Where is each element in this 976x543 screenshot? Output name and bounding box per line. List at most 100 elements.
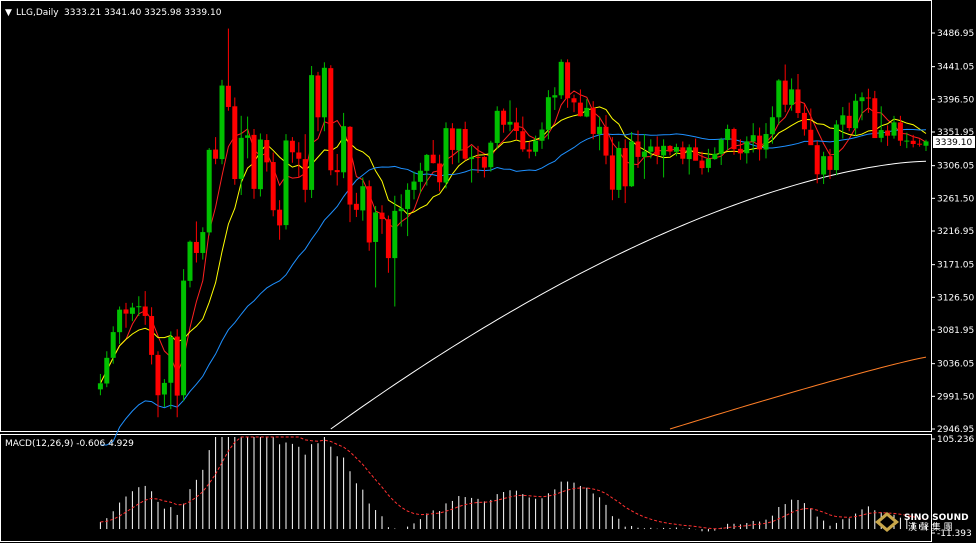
candle (629, 131, 635, 187)
candle (705, 148, 711, 173)
price-tick-label: 3396.50 (937, 95, 974, 105)
candle (353, 192, 359, 218)
candle (801, 104, 807, 136)
candle (782, 64, 788, 113)
candle (187, 240, 193, 288)
candle (129, 302, 135, 322)
candle (904, 132, 910, 149)
candle (200, 227, 206, 260)
candle (219, 79, 225, 165)
price-tick-label: 3486.95 (937, 29, 974, 39)
price-tick-label: 2946.95 (937, 425, 974, 435)
macd-histogram (99, 436, 927, 532)
candle (552, 87, 558, 110)
candle (513, 107, 519, 141)
candle (379, 205, 385, 234)
current-price-label: 3339.10 (935, 138, 972, 148)
candle (296, 142, 302, 178)
candle (897, 115, 903, 146)
candle (417, 162, 423, 193)
menu-glyph[interactable]: ▼ (5, 8, 12, 18)
price-tick: 2946.95 (931, 425, 974, 435)
candle (731, 127, 737, 155)
price-tick-label: 3261.50 (937, 194, 974, 204)
candle (622, 139, 628, 204)
candle (149, 307, 155, 365)
candle (481, 156, 487, 178)
candle (360, 177, 366, 221)
candle (763, 123, 769, 159)
candle (398, 194, 404, 227)
candle (270, 152, 276, 217)
price-tick: 3306.05 (931, 162, 974, 172)
candle (405, 183, 411, 237)
candle (238, 115, 244, 196)
candle (424, 153, 430, 186)
candle (283, 134, 289, 230)
price-tick-label: 2991.50 (937, 392, 974, 402)
candle (213, 137, 219, 165)
candle (725, 124, 731, 151)
candle (789, 78, 795, 111)
candle (437, 154, 443, 192)
symbol-label: LLG,Daily (16, 8, 59, 18)
candle (853, 93, 859, 136)
ma10-line (99, 106, 927, 384)
candle (443, 122, 449, 189)
candle (693, 138, 699, 161)
candles (97, 28, 929, 418)
candle (712, 147, 718, 160)
candle (456, 128, 462, 163)
candle (539, 122, 545, 149)
candle (654, 136, 660, 165)
candle (392, 195, 398, 307)
candle (475, 145, 481, 174)
candle (571, 94, 577, 113)
candle (840, 107, 846, 139)
price-panel-frame (0, 0, 932, 432)
candle (641, 134, 647, 179)
candle (769, 106, 775, 144)
candle (117, 306, 123, 344)
ohlc-readout: 3333.21 3341.40 3325.98 3339.10 (64, 8, 222, 18)
candle (142, 291, 148, 325)
price-tick: 2991.50 (931, 392, 974, 402)
price-tick-label: 3081.95 (937, 326, 974, 336)
candle (155, 351, 161, 418)
candle (833, 120, 839, 176)
price-tick: 3171.05 (931, 261, 974, 271)
candle (667, 145, 673, 156)
candle (923, 139, 929, 152)
candle (136, 296, 142, 317)
price-tick-label: 3216.95 (937, 227, 974, 237)
price-tick: 3396.50 (931, 95, 974, 105)
price-tick: 3216.95 (931, 227, 974, 237)
candle (558, 59, 564, 99)
candle (469, 145, 475, 183)
candle (373, 206, 379, 288)
candle (225, 28, 231, 111)
candle (104, 351, 110, 388)
candle (750, 123, 756, 153)
candle (309, 65, 315, 198)
candle (545, 90, 551, 140)
candle (533, 135, 539, 157)
sino-sound-logo: SINO SOUND 漢 聲 集 團 (875, 512, 969, 533)
macd-tick-label: 105.236 (937, 435, 974, 445)
candle (277, 200, 283, 240)
price-axis: 3486.95 3441.05 3396.50 3351.95 3306.05 3261.… (931, 29, 974, 435)
candle (795, 74, 801, 119)
ma100-line (330, 160, 927, 430)
macd-tick: 105.236 (931, 435, 974, 445)
candle (917, 139, 923, 147)
candle (865, 88, 871, 113)
price-tick-label: 3306.05 (937, 162, 974, 172)
candle (565, 59, 571, 108)
candle (648, 139, 654, 159)
candle (827, 148, 833, 179)
candle (846, 102, 852, 132)
macd-axis: 105.236 -11.393 (931, 435, 974, 539)
candle (366, 180, 372, 251)
moving-averages (99, 90, 927, 446)
